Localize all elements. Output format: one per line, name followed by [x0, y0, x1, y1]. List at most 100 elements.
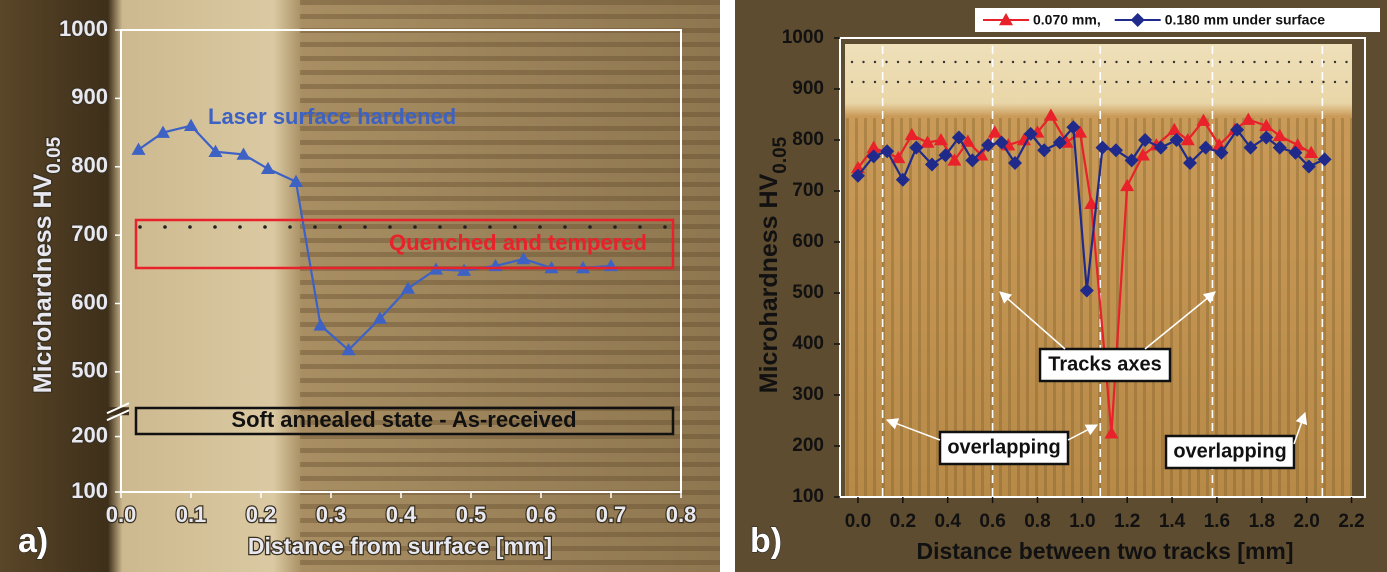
indent: [1253, 60, 1256, 64]
marker: [880, 144, 895, 159]
marker: [895, 172, 910, 187]
indent: [1069, 80, 1072, 84]
indent: [1287, 80, 1291, 84]
indent: [908, 80, 911, 84]
marker: [1016, 133, 1031, 146]
indent: [965, 60, 969, 64]
y-axis-title-main: Microhardness HV: [755, 173, 783, 393]
marker: [1241, 112, 1256, 125]
x-tick-label: 1.8: [1249, 511, 1275, 532]
marker: [289, 174, 303, 188]
marker: [1037, 143, 1052, 158]
indent: [1333, 80, 1337, 84]
x-tick-label: 0.8: [1024, 511, 1050, 532]
marker: [960, 134, 975, 147]
plot-frame: [839, 37, 1366, 498]
indent: [1000, 80, 1003, 84]
indent: [1299, 80, 1302, 84]
x-tick-label: 1.2: [1114, 511, 1140, 532]
indent: [1287, 60, 1291, 64]
marker: [1288, 145, 1303, 160]
indent: [1195, 80, 1199, 84]
indent: [263, 225, 267, 229]
indent: [363, 225, 367, 229]
indent: [954, 80, 957, 84]
marker: [1259, 130, 1274, 145]
indent: [988, 60, 992, 64]
marker: [1108, 143, 1123, 158]
indent: [873, 80, 877, 84]
indent: [1080, 60, 1084, 64]
marker: [1079, 283, 1094, 298]
marker: [1120, 178, 1135, 192]
x-tick-label: 0.8: [666, 502, 697, 527]
indent: [1310, 80, 1314, 84]
indent: [931, 60, 934, 64]
indent: [850, 60, 854, 64]
y-axis-title-sub: 0.05: [770, 136, 791, 173]
indent: [188, 225, 192, 229]
indent: [1333, 60, 1337, 64]
panel-b-background: [735, 0, 1387, 572]
annotation-box: [134, 218, 675, 270]
legend-marker: [1130, 13, 1145, 27]
y-axis-title-sub: 0.05: [44, 136, 65, 173]
annotation-box: [1164, 434, 1296, 470]
x-tick-label: 0.2: [246, 502, 277, 527]
indent: [1000, 60, 1003, 64]
marker: [1304, 145, 1319, 158]
marker: [1052, 135, 1067, 150]
indent: [1207, 80, 1210, 84]
y-tick-label: 1000: [59, 16, 108, 41]
indent: [1126, 80, 1130, 84]
y-tick-label: 800: [71, 153, 108, 178]
indent: [1253, 80, 1256, 84]
indent: [862, 60, 865, 64]
indent: [1011, 60, 1015, 64]
marker: [866, 149, 881, 164]
marker: [909, 140, 924, 155]
indent: [1172, 80, 1176, 84]
x-tick-label: 2.2: [1338, 511, 1364, 532]
indent: [413, 225, 417, 229]
marker: [1198, 140, 1213, 155]
axis-break-gap: [107, 407, 129, 416]
x-axis-title: Distance between two tracks [mm]: [916, 538, 1293, 564]
marker: [1043, 108, 1058, 121]
x-tick-label: 0.4: [934, 511, 961, 532]
indent: [1184, 80, 1187, 84]
marker: [1153, 140, 1168, 155]
indent: [1276, 60, 1279, 64]
indent: [1230, 60, 1233, 64]
marker: [261, 161, 275, 175]
marker: [401, 281, 415, 294]
indent: [238, 225, 242, 229]
indent: [1115, 60, 1118, 64]
annotation: overlapping: [1173, 440, 1286, 462]
marker: [1138, 133, 1153, 147]
y-tick-label: 400: [792, 333, 824, 354]
x-tick-label: 0.3: [316, 502, 347, 527]
marker: [1023, 126, 1038, 141]
x-tick-label: 1.0: [1069, 511, 1095, 532]
axis-break: [106, 409, 130, 422]
indent: [1218, 80, 1222, 84]
indent: [954, 60, 957, 64]
marker: [933, 133, 948, 146]
marker: [1066, 120, 1081, 135]
indent: [288, 225, 292, 229]
indent: [1345, 80, 1348, 84]
marker: [1180, 133, 1195, 146]
indent: [438, 225, 442, 229]
indent: [1172, 60, 1176, 64]
indent: [908, 60, 911, 64]
marker: [1214, 145, 1229, 160]
marker: [1104, 426, 1119, 439]
marker: [1008, 155, 1022, 170]
x-tick-label: 0.2: [890, 511, 916, 532]
annotation-arrow: [885, 418, 941, 441]
marker: [1259, 118, 1274, 131]
indent: [338, 225, 342, 229]
legend-label: 0.180 mm under surface: [1165, 12, 1326, 28]
x-tick-label: 0.0: [845, 511, 871, 532]
